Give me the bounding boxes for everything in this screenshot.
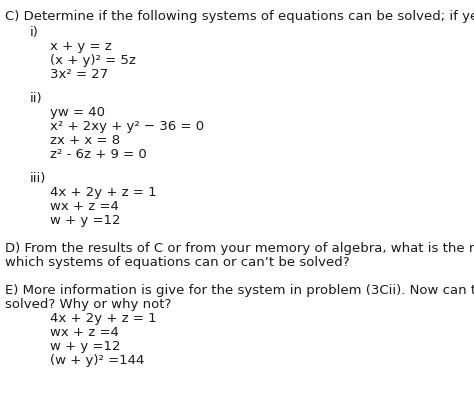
Text: yw = 40: yw = 40 [50,106,105,119]
Text: x + y = z: x + y = z [50,40,112,53]
Text: wx + z =4: wx + z =4 [50,326,119,339]
Text: D) From the results of C or from your memory of algebra, what is the rule that g: D) From the results of C or from your me… [5,242,474,255]
Text: ii): ii) [30,92,43,105]
Text: E) More information is give for the system in problem (3Cii). Now can the system: E) More information is give for the syst… [5,284,474,297]
Text: w + y =12: w + y =12 [50,340,120,353]
Text: 3x² = 27: 3x² = 27 [50,68,108,81]
Text: w + y =12: w + y =12 [50,214,120,227]
Text: solved? Why or why not?: solved? Why or why not? [5,298,172,311]
Text: zx + x = 8: zx + x = 8 [50,134,120,147]
Text: (x + y)² = 5z: (x + y)² = 5z [50,54,136,67]
Text: C) Determine if the following systems of equations can be solved; if yes, solve : C) Determine if the following systems of… [5,10,474,23]
Text: (w + y)² =144: (w + y)² =144 [50,354,145,367]
Text: wx + z =4: wx + z =4 [50,200,119,213]
Text: 4x + 2y + z = 1: 4x + 2y + z = 1 [50,312,156,325]
Text: 4x + 2y + z = 1: 4x + 2y + z = 1 [50,186,156,199]
Text: i): i) [30,26,39,39]
Text: z² - 6z + 9 = 0: z² - 6z + 9 = 0 [50,148,147,161]
Text: iii): iii) [30,172,46,185]
Text: x² + 2xy + y² − 36 = 0: x² + 2xy + y² − 36 = 0 [50,120,204,133]
Text: which systems of equations can or can’t be solved?: which systems of equations can or can’t … [5,256,350,269]
